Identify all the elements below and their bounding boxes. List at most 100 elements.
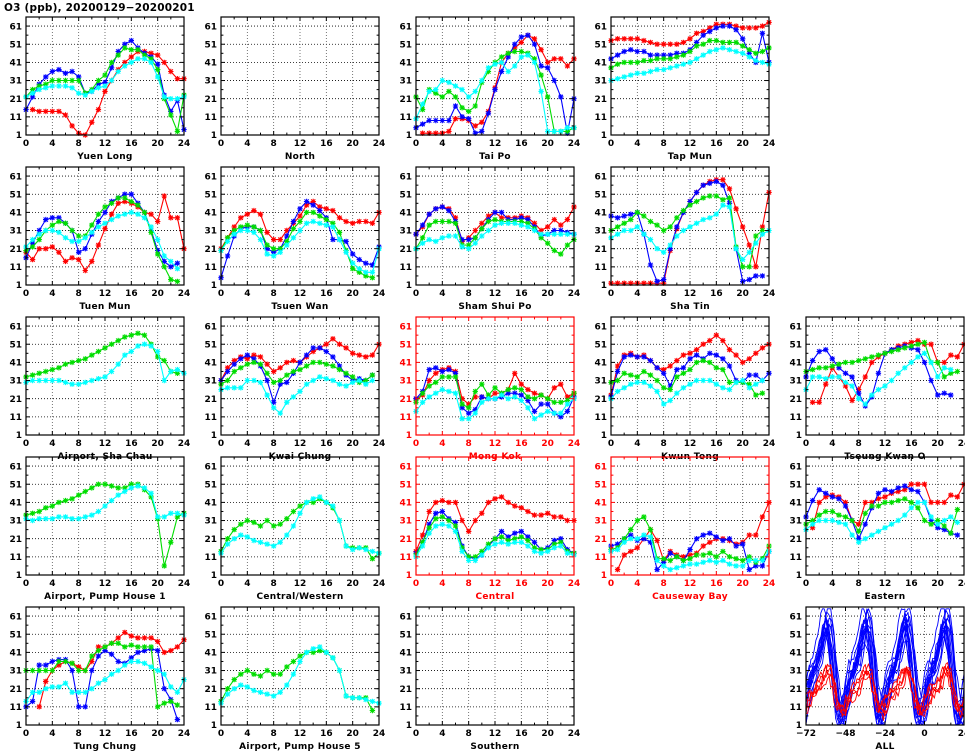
x-tick-label: 16 bbox=[710, 579, 723, 589]
panel-tsuen-wan: 0 4 8 12 16 20 24 1 11 21 31 41 51 61 Tsuen Wan bbox=[195, 160, 387, 312]
series-cyan bbox=[803, 499, 961, 545]
x-tick-label: 4 bbox=[439, 439, 445, 449]
y-tick-label: 11 bbox=[594, 263, 607, 273]
x-tick-label: 4 bbox=[439, 579, 445, 589]
x-tick-label: 24 bbox=[958, 579, 965, 589]
series-green bbox=[23, 640, 181, 710]
x-tick-label: 24 bbox=[568, 729, 581, 739]
y-tick-label: 21 bbox=[9, 395, 22, 405]
y-tick-label: 11 bbox=[399, 553, 412, 563]
y-tick-label: 41 bbox=[9, 499, 22, 509]
y-tick-label: 51 bbox=[9, 40, 22, 50]
y-tick-label: 21 bbox=[399, 95, 412, 105]
x-tick-label: 8 bbox=[271, 729, 277, 739]
x-tick-label: 4 bbox=[49, 729, 55, 739]
x-tick-label: 0 bbox=[608, 139, 614, 149]
panel-tuen-mun: 0 4 8 12 16 20 24 1 11 21 31 41 51 61 Tuen Mun bbox=[0, 160, 192, 312]
y-tick-label: 31 bbox=[9, 227, 22, 237]
x-tick-label: 16 bbox=[125, 439, 138, 449]
panel-title: Causeway Bay bbox=[652, 592, 728, 602]
x-tick-label: 4 bbox=[439, 729, 445, 739]
panel-title: Central bbox=[475, 592, 515, 602]
x-tick-label: 12 bbox=[489, 139, 502, 149]
y-tick-label: 1 bbox=[796, 721, 802, 731]
x-tick-label: 20 bbox=[346, 439, 359, 449]
y-tick-label: 1 bbox=[406, 721, 412, 731]
y-tick-label: 51 bbox=[399, 480, 412, 490]
y-tick-label: 31 bbox=[789, 517, 802, 527]
y-tick-label: 41 bbox=[399, 649, 412, 659]
x-tick-label: 0 bbox=[218, 579, 224, 589]
x-tick-label: 16 bbox=[320, 289, 333, 299]
y-tick-label: 11 bbox=[9, 263, 22, 273]
panel-tai-po: 0 4 8 12 16 20 24 1 11 21 31 41 51 61 Tai Po bbox=[390, 10, 582, 162]
y-tick-label: 61 bbox=[594, 322, 607, 332]
y-tick-label: 1 bbox=[406, 131, 412, 141]
x-tick-label: 24 bbox=[568, 439, 581, 449]
y-tick-label: 61 bbox=[789, 612, 802, 622]
series-cyan bbox=[413, 220, 577, 252]
x-tick-label: 8 bbox=[271, 439, 277, 449]
panel-title: Tai Po bbox=[479, 152, 511, 162]
y-tick-label: 11 bbox=[9, 553, 22, 563]
x-tick-label: 24 bbox=[958, 439, 965, 449]
y-tick-label: 11 bbox=[204, 553, 217, 563]
panel-kwun-tong: 0 4 8 12 16 20 24 1 11 21 31 41 51 61 Kwun Tong bbox=[585, 310, 777, 462]
y-tick-label: 41 bbox=[789, 649, 802, 659]
x-tick-label: 24 bbox=[178, 289, 191, 299]
y-tick-label: 41 bbox=[9, 209, 22, 219]
x-tick-label: 20 bbox=[151, 579, 164, 589]
y-tick-label: 31 bbox=[204, 667, 217, 677]
y-tick-label: 11 bbox=[9, 413, 22, 423]
y-tick-label: 21 bbox=[9, 95, 22, 105]
x-tick-label: 0 bbox=[218, 729, 224, 739]
y-tick-label: 41 bbox=[789, 359, 802, 369]
y-tick-label: 11 bbox=[9, 113, 22, 123]
x-tick-label: 16 bbox=[125, 579, 138, 589]
series-cyan bbox=[803, 350, 954, 407]
y-tick-label: 51 bbox=[204, 40, 217, 50]
y-tick-label: 51 bbox=[789, 340, 802, 350]
y-tick-label: 41 bbox=[594, 59, 607, 69]
series-cyan bbox=[218, 494, 382, 556]
y-tick-label: 31 bbox=[594, 77, 607, 87]
y-tick-label: 61 bbox=[399, 22, 412, 32]
x-tick-label: 16 bbox=[710, 139, 723, 149]
y-tick-label: 61 bbox=[789, 322, 802, 332]
x-tick-label: 20 bbox=[736, 139, 749, 149]
x-tick-label: 20 bbox=[931, 439, 944, 449]
x-tick-label: 4 bbox=[634, 579, 640, 589]
x-tick-label: 16 bbox=[710, 289, 723, 299]
y-tick-label: 1 bbox=[406, 431, 412, 441]
x-tick-label: 0 bbox=[218, 439, 224, 449]
x-tick-label: 24 bbox=[958, 729, 965, 739]
y-tick-label: 1 bbox=[16, 281, 22, 291]
x-tick-label: 20 bbox=[346, 289, 359, 299]
x-tick-label: 0 bbox=[608, 579, 614, 589]
y-tick-label: 11 bbox=[594, 413, 607, 423]
x-tick-label: 4 bbox=[634, 289, 640, 299]
y-tick-label: 41 bbox=[9, 649, 22, 659]
x-tick-label: 16 bbox=[710, 439, 723, 449]
panel-airport-pump-house-1: 0 4 8 12 16 20 24 1 11 21 31 41 51 61 Airport, Pump Ho… bbox=[0, 450, 192, 602]
panel-tseung-kwan-o: 048121620241112131415161Tseung Kwan O bbox=[780, 310, 965, 462]
x-tick-label: 8 bbox=[76, 289, 82, 299]
y-tick-label: 31 bbox=[789, 377, 802, 387]
x-tick-label: 20 bbox=[736, 579, 749, 589]
series-cyan bbox=[608, 202, 772, 263]
x-tick-label: 0 bbox=[803, 439, 809, 449]
y-tick-label: 51 bbox=[399, 630, 412, 640]
y-tick-label: 41 bbox=[9, 59, 22, 69]
series-red bbox=[413, 494, 577, 555]
y-tick-label: 21 bbox=[594, 535, 607, 545]
panel-title: Eastern bbox=[864, 592, 906, 602]
series-green bbox=[218, 647, 376, 714]
y-tick-label: 21 bbox=[9, 535, 22, 545]
panel-title: Sha Tin bbox=[670, 302, 710, 312]
